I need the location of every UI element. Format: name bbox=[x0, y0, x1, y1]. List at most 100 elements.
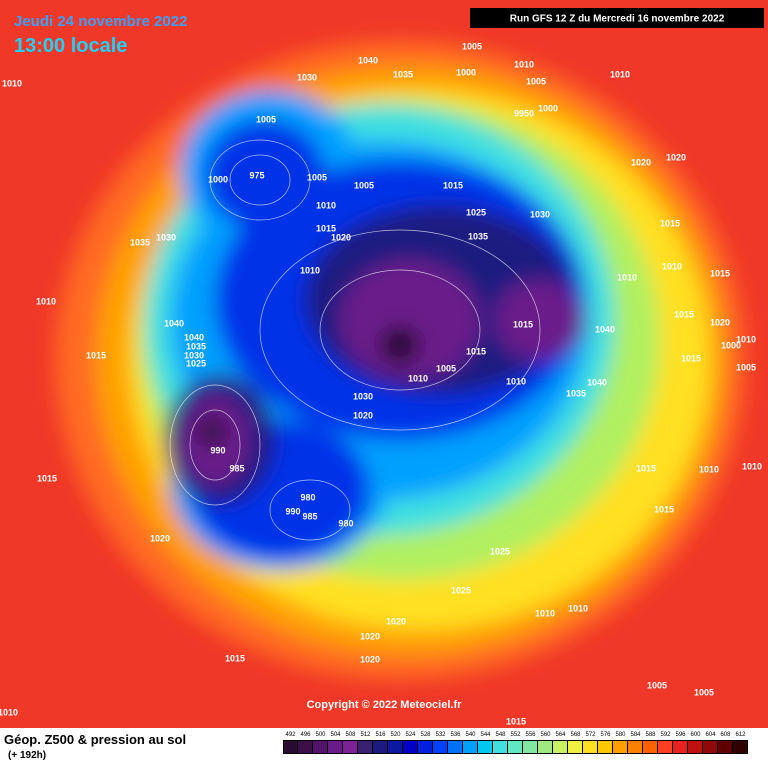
isobar-label: 1020 bbox=[360, 654, 380, 664]
legend-entry: 540 bbox=[463, 732, 478, 754]
isobar-label: 1020 bbox=[150, 533, 170, 543]
isobar-label: 1015 bbox=[316, 223, 336, 233]
isobar-label: 1020 bbox=[666, 152, 686, 162]
legend-label: 584 bbox=[630, 732, 641, 738]
legend-swatch bbox=[628, 740, 643, 754]
legend-swatch bbox=[733, 740, 748, 754]
legend-swatch bbox=[538, 740, 553, 754]
isobar-label: 1030 bbox=[530, 209, 550, 219]
legend-swatch bbox=[568, 740, 583, 754]
run-box bbox=[470, 8, 764, 28]
isobar-label: 1010 bbox=[699, 464, 719, 474]
legend-swatch bbox=[358, 740, 373, 754]
isobar-label: 1010 bbox=[506, 376, 526, 386]
isobar-label: 1010 bbox=[535, 608, 555, 618]
isobar-label: 1010 bbox=[617, 272, 637, 282]
contours bbox=[169, 139, 541, 541]
date: Jeudi 24 novembre 2022 bbox=[14, 13, 187, 30]
isobar-label: 1005 bbox=[436, 363, 456, 373]
isobar-label: 1005 bbox=[256, 114, 276, 124]
legend-entry: 548 bbox=[493, 732, 508, 754]
legend-swatch bbox=[328, 740, 343, 754]
isobar-label: 1015 bbox=[681, 353, 701, 363]
isobar-label: 980 bbox=[300, 492, 315, 502]
isobar-label: 1025 bbox=[490, 546, 510, 556]
legend-swatch bbox=[463, 740, 478, 754]
isobar-label: 1025 bbox=[451, 585, 471, 595]
legend-entry: 492 bbox=[283, 732, 298, 754]
isobar-label: 1020 bbox=[360, 631, 380, 641]
isobar-label: 1030 bbox=[184, 350, 204, 360]
isobar-label: 1010 bbox=[316, 200, 336, 210]
isobar-label: 1005 bbox=[307, 172, 327, 182]
isobar-label: 1015 bbox=[506, 716, 526, 726]
legend-label: 500 bbox=[315, 732, 326, 738]
legend-entry: 512 bbox=[358, 732, 373, 754]
legend-label: 608 bbox=[720, 732, 731, 738]
isobar-label: 1005 bbox=[694, 687, 714, 697]
legend-swatch bbox=[508, 740, 523, 754]
legend-label: 496 bbox=[300, 732, 311, 738]
isobar-label: 1010 bbox=[610, 69, 630, 79]
legend-label: 596 bbox=[675, 732, 686, 738]
isobar-label: 1010 bbox=[2, 78, 22, 88]
legend-entry: 524 bbox=[403, 732, 418, 754]
legend-label: 532 bbox=[435, 732, 446, 738]
legend-entry: 580 bbox=[613, 732, 628, 754]
legend-swatch bbox=[313, 740, 328, 754]
legend-entry: 584 bbox=[628, 732, 643, 754]
isobar-label: 1035 bbox=[393, 69, 413, 79]
legend-entry: 568 bbox=[568, 732, 583, 754]
isobar-label: 1020 bbox=[353, 410, 373, 420]
legend: 492 496 500 504 508 512 516 520 524 528 532 536 540 5… bbox=[283, 732, 748, 754]
isobar-label: 990 bbox=[285, 506, 300, 516]
legend-entry: 608 bbox=[718, 732, 733, 754]
isobar-label: 1015 bbox=[443, 180, 463, 190]
legend-label: 508 bbox=[345, 732, 356, 738]
legend-swatch bbox=[493, 740, 508, 754]
legend-swatch bbox=[643, 740, 658, 754]
legend-label: 580 bbox=[615, 732, 626, 738]
isobar-label: 1025 bbox=[466, 207, 486, 217]
legend-entry: 552 bbox=[508, 732, 523, 754]
legend-swatch bbox=[373, 740, 388, 754]
isobar-label: 1000 bbox=[721, 340, 741, 350]
legend-entry: 556 bbox=[523, 732, 538, 754]
map: Jeudi 24 novembre 2022 13:00 locale Run … bbox=[0, 0, 768, 728]
isobar-label: 1000 bbox=[538, 103, 558, 113]
legend-entry: 496 bbox=[298, 732, 313, 754]
legend-swatch bbox=[403, 740, 418, 754]
legend-label: 524 bbox=[405, 732, 416, 738]
legend-label: 544 bbox=[480, 732, 491, 738]
legend-swatch bbox=[478, 740, 493, 754]
legend-swatch bbox=[418, 740, 433, 754]
legend-swatch bbox=[298, 740, 313, 754]
legend-label: 504 bbox=[330, 732, 341, 738]
legend-entry: 528 bbox=[418, 732, 433, 754]
isobar-label: 1015 bbox=[636, 463, 656, 473]
isobar-label: 1015 bbox=[674, 309, 694, 319]
legend-label: 548 bbox=[495, 732, 506, 738]
legend-label: 612 bbox=[735, 732, 746, 738]
run: Run GFS 12 Z du Mercredi 16 novembre 202… bbox=[510, 14, 725, 25]
isobar-label: 1010 bbox=[300, 265, 320, 275]
legend-label: 604 bbox=[705, 732, 716, 738]
legend-entry: 564 bbox=[553, 732, 568, 754]
legend-label: 588 bbox=[645, 732, 656, 738]
isobar-label: 1010 bbox=[0, 707, 18, 717]
isobar-label: 1015 bbox=[86, 350, 106, 360]
legend-entry: 612 bbox=[733, 732, 748, 754]
legend-label: 572 bbox=[585, 732, 596, 738]
footer-lead: (+ 192h) bbox=[8, 750, 47, 761]
legend-label: 492 bbox=[285, 732, 296, 738]
isobar-label: 1020 bbox=[331, 232, 351, 242]
isobar-label: 1015 bbox=[225, 653, 245, 663]
isobar-label: 1015 bbox=[710, 268, 730, 278]
legend-entry: 588 bbox=[643, 732, 658, 754]
isobar-label: 1035 bbox=[130, 237, 150, 247]
isobar-label: 1020 bbox=[386, 616, 406, 626]
legend-label: 536 bbox=[450, 732, 461, 738]
isobar-label: 1010 bbox=[568, 603, 588, 613]
legend-label: 592 bbox=[660, 732, 671, 738]
